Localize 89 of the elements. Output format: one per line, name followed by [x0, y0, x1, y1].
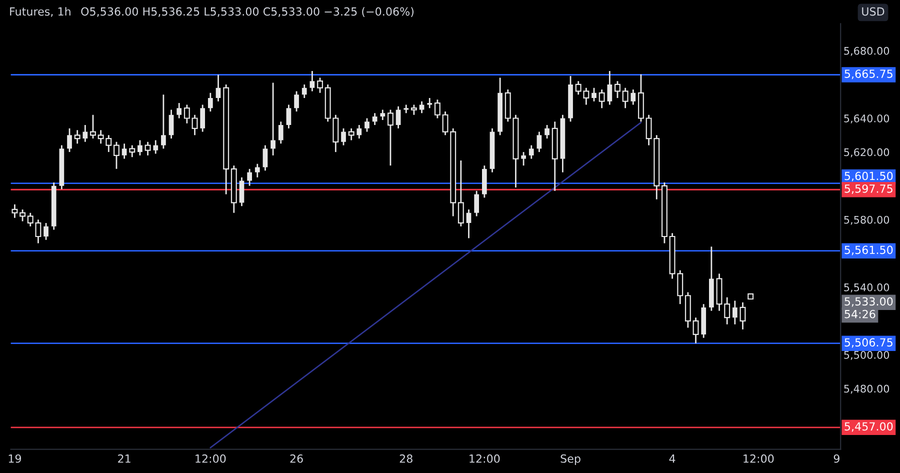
candlestick [44, 222, 48, 241]
candlestick [122, 142, 127, 160]
candlestick [262, 144, 268, 172]
x-tick-label: 9 [834, 454, 840, 463]
candlestick [247, 168, 252, 187]
candlestick [302, 84, 307, 99]
candlestick [208, 92, 213, 112]
candlestick [724, 296, 730, 326]
candlestick [410, 104, 417, 116]
x-tick-label: 21 [118, 454, 130, 463]
candlestick [427, 97, 432, 109]
candlestick [348, 128, 354, 141]
candlestick [372, 112, 378, 126]
candlestick [544, 124, 550, 140]
x-tick-label: 26 [290, 454, 303, 463]
candlestick [434, 98, 440, 119]
candlestick [396, 106, 401, 130]
candlestick [144, 141, 151, 156]
candlestick [622, 87, 628, 109]
x-tick-label: 4 [669, 454, 676, 463]
candlestick [528, 144, 534, 160]
x-tick-label: 19 [8, 454, 21, 463]
candlestick [341, 128, 346, 146]
ref-line-label: 5,597.75 [844, 184, 892, 194]
text: 54:26 [844, 310, 876, 318]
x-tick-label: 12:00 [744, 454, 774, 463]
candlestick [474, 190, 480, 217]
candlestick [20, 208, 26, 222]
candlestick [278, 120, 284, 144]
x-tick-label: 12:00 [196, 454, 226, 463]
candlestick [192, 114, 198, 136]
chart-title: Futures, 1h [10, 7, 70, 17]
candlestick [732, 300, 738, 326]
y-tick-label: 5,640.00 [844, 114, 890, 124]
candlestick [598, 88, 605, 109]
y-tick-label: 5,620.00 [844, 148, 890, 158]
ref-line-label: 5,506.75 [844, 338, 892, 348]
y-tick-label: 5,680.00 [844, 46, 890, 56]
candlestick [216, 74, 221, 102]
candlestick [364, 118, 370, 132]
candlestick [114, 141, 120, 170]
candlestick [607, 70, 612, 106]
candlestick [317, 77, 323, 94]
candlestick [90, 114, 96, 140]
x-tick-label: Sep [560, 454, 580, 465]
y-tick-label: 5,480.00 [844, 384, 890, 394]
candlestick [270, 82, 276, 156]
candlestick [592, 87, 596, 102]
y-tick-label: 5,540.00 [844, 283, 890, 292]
candlestick [286, 104, 292, 130]
candlestick [138, 140, 142, 156]
candlestick [176, 102, 182, 119]
candlestick [466, 208, 472, 239]
candlestick [74, 129, 80, 144]
candlestick [12, 204, 18, 219]
text: 5,533.00 [844, 297, 893, 307]
candlestick [740, 302, 746, 330]
candlestick [82, 124, 88, 143]
y-tick-label: 5,580.00 [844, 216, 890, 225]
x-tick-label: 12:00 [470, 454, 500, 463]
candlestick [239, 176, 244, 207]
candlestick [310, 70, 315, 92]
candlestick [153, 140, 158, 154]
candlestick [168, 109, 174, 140]
candlestick [67, 128, 72, 153]
y-tick-label: 5,500.00 [844, 350, 890, 360]
candlestick [419, 100, 424, 114]
candlestick [161, 94, 166, 150]
candlestick [200, 104, 206, 132]
ref-line-label: 5,665.75 [844, 70, 892, 80]
candlestick [536, 131, 542, 153]
candlestick [184, 104, 190, 124]
candlestick [387, 109, 394, 166]
candlestick [630, 88, 636, 106]
candlestick [521, 151, 526, 166]
candlestick [129, 144, 136, 158]
ref-line-label: 5,561.50 [844, 246, 893, 256]
candlestick [356, 124, 362, 140]
x-tick-label: 28 [400, 454, 412, 463]
candlestick [380, 109, 386, 121]
candlestick [294, 90, 299, 112]
candlestick [614, 80, 620, 99]
candlestick [458, 160, 464, 228]
text: USD [862, 7, 884, 16]
ref-line-label: 5,457.00 [844, 422, 893, 432]
candlestick [254, 163, 260, 178]
text: O5,536.00 H5,536.25 L5,533.00 C5,533.00 −3.25 (−0.06%) [81, 7, 414, 18]
ref-line-label: 5,601.50 [844, 172, 893, 182]
candlestick [692, 316, 699, 344]
